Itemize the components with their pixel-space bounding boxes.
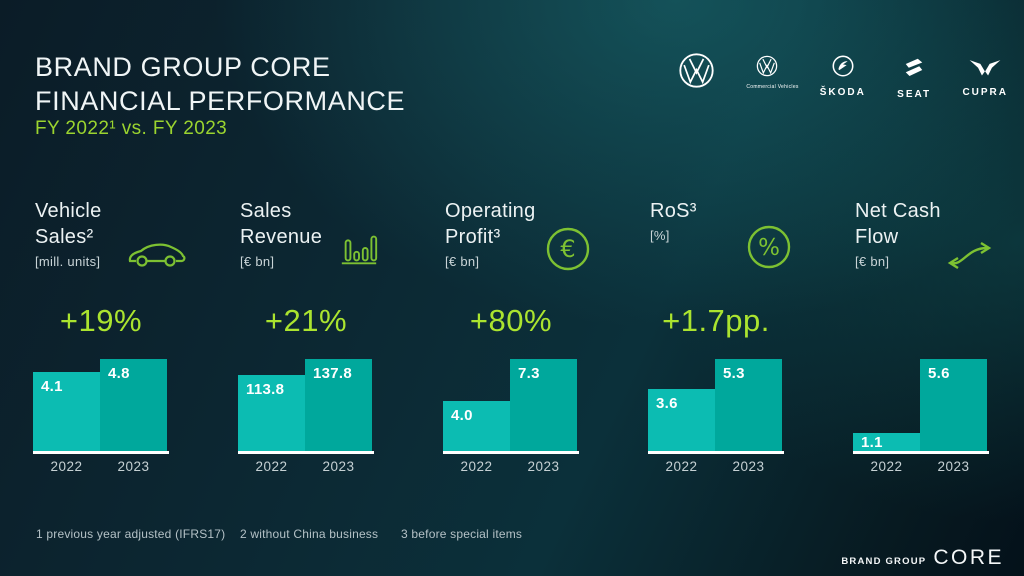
chart-unit-label: [%] bbox=[650, 228, 670, 243]
bar-value-label: 4.1 bbox=[41, 378, 63, 395]
bar-2022 bbox=[648, 389, 715, 451]
cupra-logo-label: CUPRA bbox=[962, 87, 1008, 98]
chart-title-line: Flow bbox=[855, 226, 899, 248]
cupra-logo-icon bbox=[967, 57, 1003, 82]
year-axis-label: 2023 bbox=[117, 459, 150, 474]
year-axis-label: 2023 bbox=[527, 459, 560, 474]
vw-logo bbox=[678, 52, 715, 94]
chart-title: Sales Revenue bbox=[240, 198, 425, 250]
chart-change-label: +21% bbox=[264, 303, 348, 338]
chart-change-label: +1.7pp. bbox=[662, 303, 770, 338]
bar-value-label: 1.1 bbox=[861, 434, 883, 451]
seat-logo: SEAT bbox=[897, 55, 931, 100]
chart-change-label: +80% bbox=[469, 303, 553, 338]
chart-title-line: Profit³ bbox=[445, 226, 501, 248]
chart-unit-label: [mill. units] bbox=[35, 254, 101, 269]
vw-commercial-vehicles-logo-icon bbox=[756, 55, 778, 82]
skoda-logo-label: ŠKODA bbox=[819, 87, 866, 98]
footnote-1: 1 previous year adjusted (IFRS17) bbox=[36, 527, 226, 541]
bar-value-label: 4.0 bbox=[451, 407, 473, 424]
year-axis-label: 2022 bbox=[460, 459, 493, 474]
chart-baseline bbox=[33, 451, 169, 454]
chart-unit-label: [€ bn] bbox=[240, 254, 275, 269]
vw-commercial-vehicles-logo-label: Commercial Vehicles bbox=[746, 84, 799, 90]
chart-title-line: Revenue bbox=[240, 226, 323, 248]
year-axis-label: 2023 bbox=[937, 459, 970, 474]
year-axis-label: 2022 bbox=[665, 459, 698, 474]
page-title: BRAND GROUP CORE FINANCIAL PERFORMANCE bbox=[35, 50, 405, 118]
chart-title: RoS³ bbox=[650, 198, 835, 224]
vw-logo-icon bbox=[678, 52, 715, 94]
year-axis-label: 2023 bbox=[322, 459, 355, 474]
year-axis-label: 2023 bbox=[732, 459, 765, 474]
cupra-logo: CUPRA bbox=[962, 57, 1008, 98]
chart-baseline bbox=[853, 451, 989, 454]
bar-value-label: 7.3 bbox=[518, 365, 540, 382]
chart-change-label: +19% bbox=[59, 303, 143, 338]
footnote-2: 2 without China business bbox=[240, 527, 379, 541]
skoda-logo: ŠKODA bbox=[820, 55, 866, 98]
bar-value-label: 4.8 bbox=[108, 365, 130, 382]
chart-title: Vehicle Sales² bbox=[35, 198, 220, 250]
chart-title: Operating Profit³ bbox=[445, 198, 630, 250]
year-axis-label: 2022 bbox=[50, 459, 83, 474]
bar-value-label: 3.6 bbox=[656, 395, 678, 412]
bar-value-label: 5.3 bbox=[723, 365, 745, 382]
page-title-line2: FINANCIAL PERFORMANCE bbox=[35, 86, 406, 116]
chart-column-2022-2023-2: Operating Profit³ [€ bn] € +80% 4.0 2022 7.3 202… bbox=[443, 198, 630, 488]
chart-title-line: Sales² bbox=[35, 226, 94, 248]
footnote-3: 3 before special items bbox=[401, 527, 523, 541]
bar-value-label: 137.8 bbox=[313, 365, 353, 382]
chart-title: Net Cash Flow bbox=[855, 198, 1024, 250]
bar-2022 bbox=[238, 375, 305, 451]
chart-column-2022-2023-1: Sales Revenue [€ bn] +21% 113.8 2022 137.8 2023 bbox=[238, 198, 425, 488]
chart-baseline bbox=[238, 451, 374, 454]
seat-logo-label: SEAT bbox=[897, 89, 932, 100]
chart-baseline bbox=[648, 451, 784, 454]
euro-icon: € bbox=[545, 226, 591, 277]
bar-2023 bbox=[100, 359, 167, 451]
bar-chart-icon bbox=[338, 226, 380, 275]
page-subtitle: FY 2022¹ vs. FY 2023 bbox=[35, 118, 228, 139]
vw-commercial-vehicles-logo: Commercial Vehicles bbox=[746, 55, 799, 90]
chart-title-line: RoS³ bbox=[650, 200, 697, 222]
chart-column-2022-2023-0: Vehicle Sales² [mill. units] +19% 4.1 2022 4.8… bbox=[33, 198, 220, 488]
year-axis-label: 2022 bbox=[255, 459, 288, 474]
bar-2022 bbox=[443, 401, 510, 451]
cash-flow-icon bbox=[943, 240, 997, 275]
bar-2022 bbox=[33, 372, 100, 451]
footer-brand-group-text: BRAND GROUP bbox=[841, 556, 927, 567]
chart-title-line: Net Cash bbox=[855, 200, 941, 222]
bar-2022 bbox=[853, 433, 920, 451]
chart-column-2022-2023-4: Net Cash Flow [€ bn] 1.1 2022 5.6 2023 bbox=[853, 198, 1024, 488]
chart-title-line: Sales bbox=[240, 200, 292, 222]
car-icon bbox=[127, 238, 187, 275]
chart-column-2022-2023-3: RoS³ [%]% +1.7pp. 3.6 2022 5.3 2023 bbox=[648, 198, 835, 488]
bar-2023 bbox=[305, 359, 372, 451]
bar-2023 bbox=[715, 359, 782, 451]
chart-title-line: Operating bbox=[445, 200, 536, 222]
chart-baseline bbox=[443, 451, 579, 454]
percent-icon: % bbox=[746, 224, 792, 275]
brand-group-core-logo: BRAND GROUP CORE bbox=[841, 546, 1004, 570]
bar-2023 bbox=[510, 359, 577, 451]
bar-2023 bbox=[920, 359, 987, 451]
chart-title-line: Vehicle bbox=[35, 200, 102, 222]
bar-value-label: 113.8 bbox=[246, 381, 285, 398]
page-title-line1: BRAND GROUP CORE bbox=[35, 52, 331, 82]
bar-value-label: 5.6 bbox=[928, 365, 950, 382]
brand-logos-row: Commercial Vehicles ŠKODA SEAT CUPRA bbox=[678, 52, 1008, 100]
footer-core-text: CORE bbox=[933, 546, 1004, 569]
skoda-logo-icon bbox=[832, 55, 854, 82]
svg-text:€: € bbox=[560, 235, 575, 263]
year-axis-label: 2022 bbox=[870, 459, 903, 474]
chart-unit-label: [€ bn] bbox=[855, 254, 890, 269]
svg-text:%: % bbox=[758, 235, 780, 261]
seat-logo-icon bbox=[902, 55, 926, 84]
chart-unit-label: [€ bn] bbox=[445, 254, 480, 269]
